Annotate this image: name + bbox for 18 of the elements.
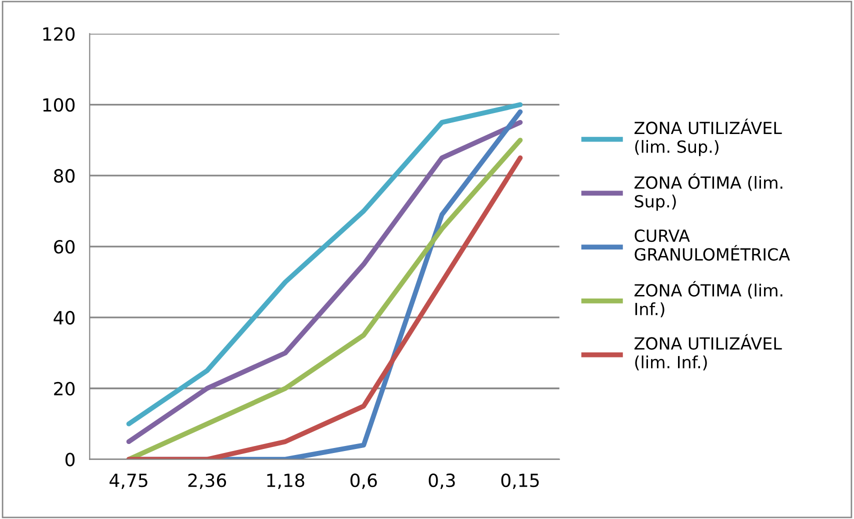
y-tick-label: 20 bbox=[54, 382, 75, 396]
x-tick-label: 1,18 bbox=[267, 474, 304, 490]
legend-label: ZONA ÓTIMA (lim. Sup.) bbox=[634, 173, 782, 211]
legend-label: ZONA UTILIZÁVEL (lim. Inf.) bbox=[634, 334, 782, 370]
y-tick-label: 80 bbox=[54, 169, 75, 183]
legend-label: ZONA UTILIZÁVEL (lim. Sup.) bbox=[634, 118, 782, 156]
y-tick-label: 40 bbox=[54, 310, 75, 325]
y-tick-label: 60 bbox=[54, 240, 75, 254]
x-tick-label: 0,6 bbox=[350, 474, 377, 490]
legend-label: ZONA ÓTIMA (lim. Inf.) bbox=[634, 280, 782, 318]
y-tick-label: 120 bbox=[43, 27, 75, 41]
y-tick-label: 0 bbox=[65, 452, 75, 466]
x-tick-label: 4,75 bbox=[110, 474, 148, 490]
x-tick-label: 0,3 bbox=[428, 474, 455, 490]
x-tick-label: 0,15 bbox=[501, 474, 539, 490]
legend-label: CURVA GRANULOMÉTRICA bbox=[634, 229, 790, 261]
y-tick-label: 100 bbox=[43, 98, 75, 112]
x-tick-label: 2,36 bbox=[188, 474, 226, 490]
